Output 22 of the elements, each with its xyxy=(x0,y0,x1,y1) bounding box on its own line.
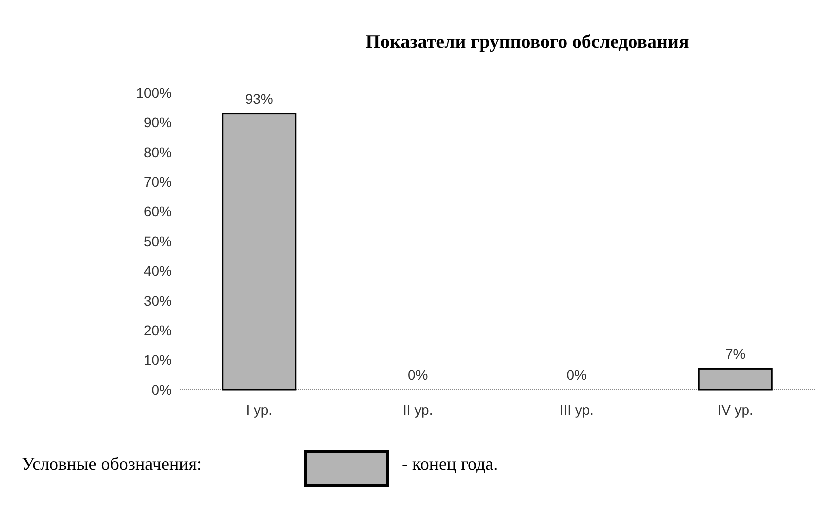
x-tick-label: IV ур. xyxy=(718,402,754,418)
data-label: 0% xyxy=(408,367,428,383)
y-tick-label: 70% xyxy=(144,174,172,190)
data-label: 0% xyxy=(566,367,587,383)
legend-title: Условные обозначения: xyxy=(22,454,202,474)
x-tick-label: II ур. xyxy=(403,402,434,418)
chart-title: Показатели группового обследования xyxy=(366,32,690,53)
data-label: 7% xyxy=(726,346,746,362)
data-label: 93% xyxy=(245,90,274,107)
y-tick-label: 100% xyxy=(136,84,172,101)
y-tick-label: 20% xyxy=(144,322,172,338)
legend-label: - конец года. xyxy=(402,454,498,474)
x-tick-label: I ур. xyxy=(246,402,273,418)
y-tick-label: 90% xyxy=(144,114,172,131)
y-tick-label: 50% xyxy=(144,233,172,250)
y-tick-label: 30% xyxy=(144,292,172,309)
y-tick-label: 60% xyxy=(144,204,172,220)
y-tick-label: 40% xyxy=(144,263,172,280)
y-tick-label: 10% xyxy=(144,352,172,368)
y-tick-label: 80% xyxy=(144,144,172,160)
x-tick-label: III ур. xyxy=(560,402,594,418)
y-tick-label: 0% xyxy=(152,382,172,398)
